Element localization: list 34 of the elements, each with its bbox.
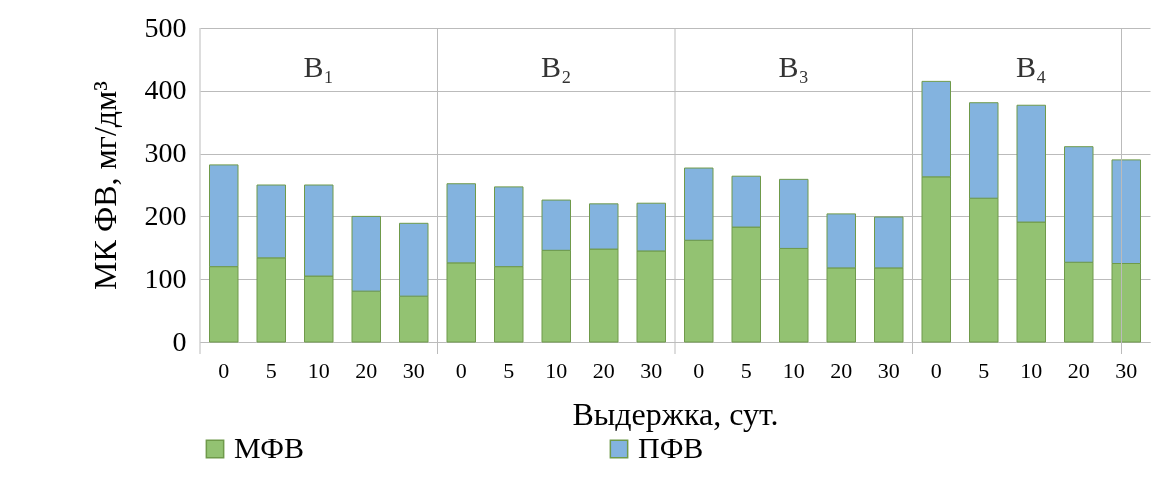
- x-tick-label: 10: [545, 357, 568, 383]
- legend-label: ПФВ: [638, 431, 704, 464]
- y-tick-label: 200: [144, 199, 187, 231]
- annotation: В₃: [778, 50, 809, 83]
- x-tick-label: 30: [402, 357, 425, 383]
- x-tick-label: 5: [740, 357, 752, 383]
- x-tick-label: 5: [978, 357, 990, 383]
- y-tick-label: 0: [172, 325, 187, 357]
- x-tick-label: 20: [830, 357, 853, 383]
- x-tick-label: 30: [640, 357, 663, 383]
- legend-label: МФВ: [234, 431, 304, 464]
- x-tick-label: 30: [877, 357, 900, 383]
- annotation: В₁: [303, 50, 334, 83]
- x-tick-label: 20: [592, 357, 615, 383]
- y-tick-label: 100: [144, 262, 187, 294]
- x-tick-label: 0: [693, 357, 705, 383]
- y-tick-label: 400: [144, 74, 187, 106]
- x-tick-label: 5: [265, 357, 277, 383]
- x-tick-label: 0: [930, 357, 942, 383]
- x-tick-label: 10: [307, 357, 330, 383]
- y-axis-title: МК ФВ, мг/дм³: [86, 81, 123, 290]
- y-tick-label: 500: [144, 11, 187, 43]
- x-tick-label: 10: [1020, 357, 1043, 383]
- x-tick-label: 30: [1115, 357, 1138, 383]
- annotation: В₄: [1016, 50, 1047, 83]
- x-tick-label: 10: [782, 357, 805, 383]
- x-tick-label: 20: [1067, 357, 1090, 383]
- x-tick-label: 5: [503, 357, 515, 383]
- y-tick-label: 300: [144, 137, 187, 169]
- x-tick-label: 0: [218, 357, 230, 383]
- x-axis-title: Выдержка, сут.: [572, 395, 779, 432]
- annotation: В₂: [541, 50, 572, 83]
- x-tick-label: 0: [455, 357, 467, 383]
- x-tick-label: 20: [355, 357, 378, 383]
